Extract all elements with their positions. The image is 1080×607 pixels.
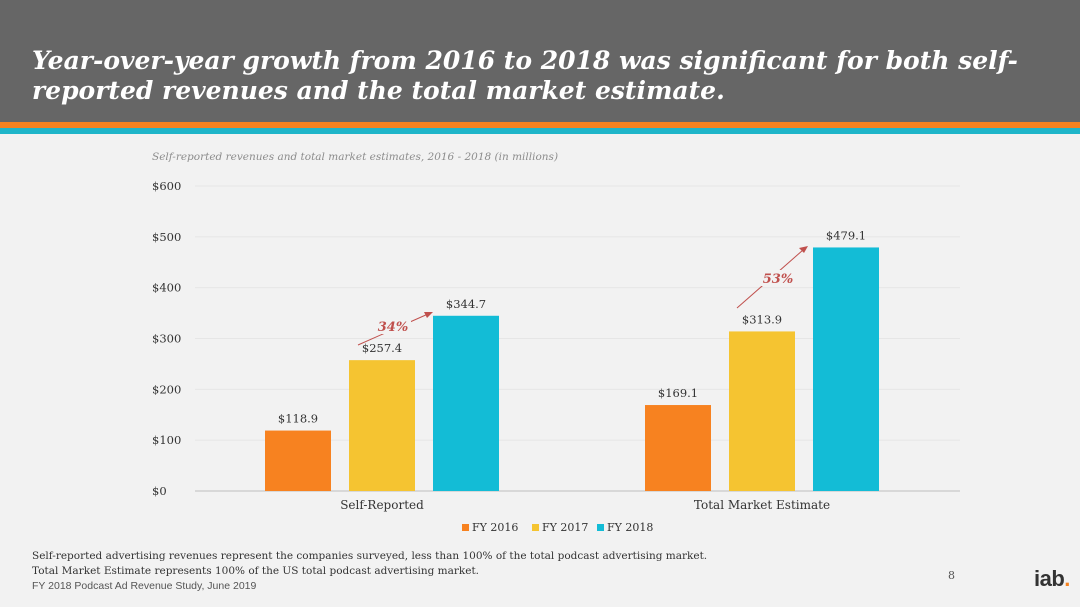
bar-value-label: $313.9	[742, 312, 782, 326]
x-category-label: Total Market Estimate	[694, 498, 830, 512]
bar	[645, 405, 711, 491]
slide-header: Year-over-year growth from 2016 to 2018 …	[0, 0, 1080, 122]
chart-subtitle: Self-reported revenues and total market …	[152, 151, 558, 163]
bar	[813, 247, 879, 491]
growth-label-backdrop	[375, 318, 411, 334]
y-tick-label: $500	[152, 230, 181, 244]
bar-value-label: $257.4	[362, 341, 402, 355]
growth-arrow-head	[799, 246, 808, 253]
legend-label: FY 2018	[607, 521, 653, 534]
logo-dot: .	[1064, 566, 1070, 591]
accent-stripe-teal	[0, 128, 1080, 134]
bar-value-label: $169.1	[658, 386, 698, 400]
bar	[433, 315, 499, 491]
page-number: 8	[948, 569, 955, 582]
iab-logo: iab.	[1034, 566, 1070, 592]
growth-arrow-head	[424, 312, 433, 318]
bar	[729, 331, 795, 491]
growth-label-self-reported: 34%	[378, 320, 408, 335]
bar-value-label: $118.9	[278, 412, 318, 426]
bar	[265, 430, 331, 491]
source-citation: FY 2018 Podcast Ad Revenue Study, June 2…	[32, 580, 257, 592]
y-tick-label: $400	[152, 281, 181, 295]
bar	[349, 360, 415, 491]
footnote-self-reported: Self-reported advertising revenues repre…	[32, 550, 708, 562]
legend-swatch	[532, 524, 539, 531]
legend-label: FY 2017	[542, 521, 588, 534]
logo-text: iab	[1034, 566, 1065, 591]
slide-title: Year-over-year growth from 2016 to 2018 …	[32, 46, 1018, 105]
footnote-total-market: Total Market Estimate represents 100% of…	[32, 565, 480, 577]
legend-swatch	[597, 524, 604, 531]
y-tick-label: $200	[152, 382, 181, 396]
x-category-label: Self-Reported	[340, 498, 424, 512]
y-tick-label: $0	[152, 484, 167, 498]
accent-stripe-orange	[0, 122, 1080, 128]
growth-label-backdrop	[760, 270, 796, 286]
legend-swatch	[462, 524, 469, 531]
y-tick-label: $300	[152, 332, 181, 346]
legend-label: FY 2016	[472, 521, 518, 534]
y-tick-label: $100	[152, 433, 181, 447]
growth-label-total-market: 53%	[763, 272, 793, 287]
bar-value-label: $344.7	[446, 297, 486, 311]
y-tick-label: $600	[152, 179, 181, 193]
bar-value-label: $479.1	[826, 228, 866, 242]
